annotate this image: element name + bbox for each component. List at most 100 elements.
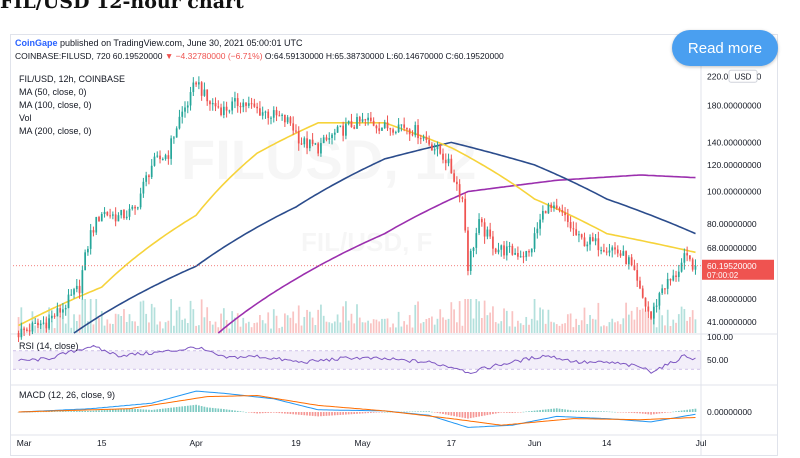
volume-bar	[630, 310, 633, 333]
publisher-name[interactable]: CoinGape	[15, 38, 58, 48]
candle-body	[73, 289, 75, 295]
macd-histogram-bar	[544, 409, 547, 412]
countdown-label: 07:00:02	[707, 271, 739, 280]
volume-bar	[289, 317, 292, 333]
candle-body	[26, 329, 28, 331]
candle-body	[64, 308, 67, 310]
volume-bar	[214, 321, 217, 333]
macd-histogram-bar	[505, 412, 508, 413]
volume-bar	[145, 313, 148, 333]
legend-rsi[interactable]: RSI (14, close)	[19, 341, 79, 351]
candle-body	[403, 124, 406, 128]
candle-body	[361, 119, 364, 122]
volume-bar	[356, 304, 358, 333]
candle-body	[333, 132, 336, 135]
macd-histogram-bar	[198, 405, 200, 412]
high-value: H:65.38730000	[325, 51, 385, 61]
candle-body	[264, 111, 267, 113]
candle-body	[436, 144, 439, 150]
volume-bar	[281, 326, 283, 333]
volume-bar	[203, 317, 206, 333]
volume-bar	[464, 299, 467, 333]
volume-bar	[120, 316, 123, 333]
candle-body	[555, 205, 558, 209]
rsi-tick-label: 50.00	[707, 355, 729, 365]
volume-bar	[378, 321, 381, 333]
macd-histogram-bar	[311, 412, 314, 416]
candle-body	[597, 238, 600, 251]
legend-macd[interactable]: MACD (12, 26, close, 9)	[19, 390, 116, 400]
volume-bar	[297, 305, 300, 333]
candle-body	[467, 230, 469, 271]
macd-histogram-bar	[286, 412, 289, 414]
volume-bar	[87, 321, 89, 333]
macd-histogram-bar	[619, 412, 622, 413]
candle-body	[544, 210, 547, 214]
chart-card[interactable]: FILUSD, 12 FIL/USD, F 220.00000000180.00…	[10, 34, 778, 456]
macd-histogram-bar	[142, 409, 145, 412]
candle-body	[353, 127, 356, 129]
macd-histogram-bar	[547, 409, 550, 412]
macd-histogram-bar	[689, 409, 691, 412]
candle-body	[134, 206, 136, 209]
candle-body	[628, 257, 630, 265]
candle-body	[53, 315, 56, 317]
candle-body	[31, 323, 34, 332]
candle-body	[236, 98, 239, 107]
macd-histogram-bar	[672, 411, 675, 413]
chart-svg[interactable]: 220.00000000180.00000000140.00000000120.…	[11, 35, 777, 455]
macd-histogram-bar	[489, 412, 492, 415]
legend-ma100[interactable]: MA (100, close, 0)	[19, 100, 92, 110]
volume-bar	[689, 316, 691, 333]
candle-body	[358, 117, 361, 122]
legend-ma200[interactable]: MA (200, close, 0)	[19, 126, 92, 136]
macd-histogram-bar	[669, 412, 672, 413]
macd-histogram-bar	[456, 412, 458, 417]
volume-bar	[375, 319, 378, 333]
candle-body	[547, 204, 550, 214]
volume-bar	[325, 321, 328, 333]
candle-body	[497, 249, 500, 253]
legend-vol[interactable]: Vol	[19, 113, 32, 123]
volume-bar	[480, 317, 483, 333]
macd-histogram-bar	[117, 409, 120, 412]
volume-bar	[161, 328, 164, 333]
read-more-button[interactable]: Read more	[672, 30, 778, 66]
macd-histogram-bar	[297, 412, 300, 415]
candle-body	[256, 106, 258, 109]
macd-histogram-bar	[206, 407, 209, 412]
candle-body	[200, 82, 203, 96]
macd-histogram-bar	[686, 409, 688, 412]
candle-body	[178, 116, 181, 129]
candle-body	[153, 156, 156, 166]
volume-bar	[691, 310, 694, 333]
candle-body	[192, 82, 195, 93]
macd-histogram-bar	[611, 411, 614, 413]
volume-bar	[222, 308, 225, 333]
macd-histogram-bar	[417, 411, 419, 412]
candle-body	[664, 288, 666, 290]
macd-histogram-bar	[156, 409, 159, 412]
macd-histogram-bar	[48, 411, 50, 413]
candle-body	[89, 230, 92, 249]
volume-bar	[245, 323, 247, 333]
legend-ma50[interactable]: MA (50, close, 0)	[19, 87, 87, 97]
volume-bar	[314, 325, 317, 333]
candle-body	[381, 127, 383, 131]
candle-body	[400, 124, 403, 126]
volume-bar	[572, 327, 575, 333]
macd-histogram-bar	[453, 412, 455, 417]
volume-bar	[453, 309, 455, 333]
macd-histogram-bar	[170, 407, 172, 412]
candle-body	[50, 315, 53, 319]
candle-body	[677, 271, 680, 278]
volume-bar	[106, 319, 109, 333]
volume-bar	[67, 299, 70, 333]
volume-bar	[92, 324, 95, 333]
candle-body	[397, 124, 400, 133]
volume-bar	[444, 319, 447, 333]
candle-body	[123, 209, 125, 219]
macd-histogram-bar	[431, 411, 433, 413]
x-tick-label: 17	[447, 438, 457, 448]
macd-histogram-bar	[328, 412, 331, 416]
